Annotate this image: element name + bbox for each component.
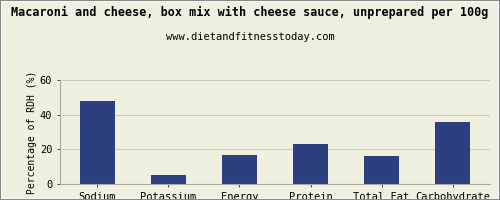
Bar <box>222 155 257 184</box>
Bar <box>293 144 328 184</box>
Text: Macaroni and cheese, box mix with cheese sauce, unprepared per 100g: Macaroni and cheese, box mix with cheese… <box>12 6 488 19</box>
Bar <box>364 156 400 184</box>
Bar <box>150 175 186 184</box>
Text: www.dietandfitnesstoday.com: www.dietandfitnesstoday.com <box>166 32 334 42</box>
Y-axis label: Percentage of RDH (%): Percentage of RDH (%) <box>27 70 37 194</box>
Bar <box>435 122 470 184</box>
Bar <box>80 101 115 184</box>
